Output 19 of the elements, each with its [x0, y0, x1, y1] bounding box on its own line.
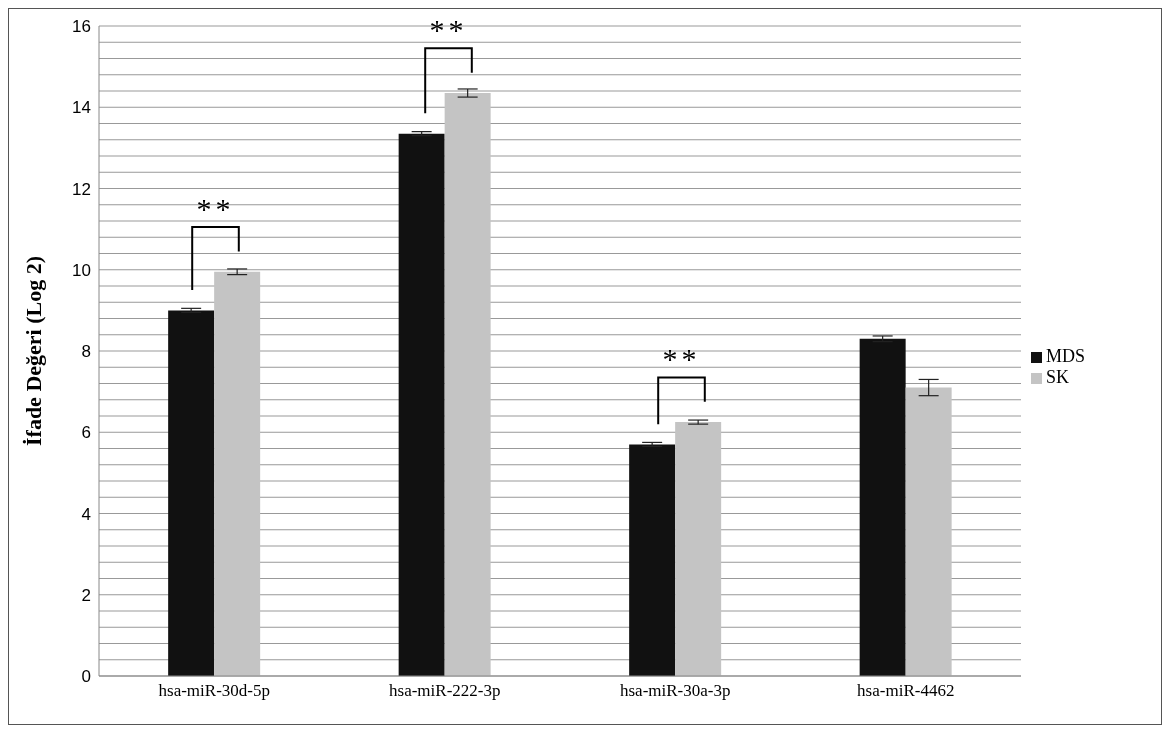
y-tick-label: 0 — [81, 667, 91, 687]
y-tick-label: 10 — [72, 260, 91, 280]
y-tick-label: 2 — [81, 585, 91, 605]
x-tick-label: hsa-miR-4462 — [857, 681, 955, 701]
y-tick-label: 16 — [72, 17, 91, 37]
x-tick-label: hsa-miR-30d-5p — [158, 681, 270, 701]
x-tick-label: hsa-miR-222-3p — [389, 681, 501, 701]
y-tick-label: 4 — [81, 504, 91, 524]
y-tick-label: 14 — [72, 98, 91, 118]
annotation: ** — [196, 192, 235, 226]
legend-label: MDS — [1046, 345, 1086, 366]
annotation: ** — [662, 342, 701, 376]
x-tick-label: hsa-miR-30a-3p — [620, 681, 731, 701]
legend-label: SK — [1046, 366, 1070, 387]
y-tick-label: 8 — [81, 342, 91, 362]
annotation: ** — [429, 13, 468, 47]
y-axis-title: İfade Değeri (Log 2) — [20, 255, 46, 447]
y-tick-label: 12 — [72, 179, 91, 199]
y-tick-label: 6 — [81, 423, 91, 443]
